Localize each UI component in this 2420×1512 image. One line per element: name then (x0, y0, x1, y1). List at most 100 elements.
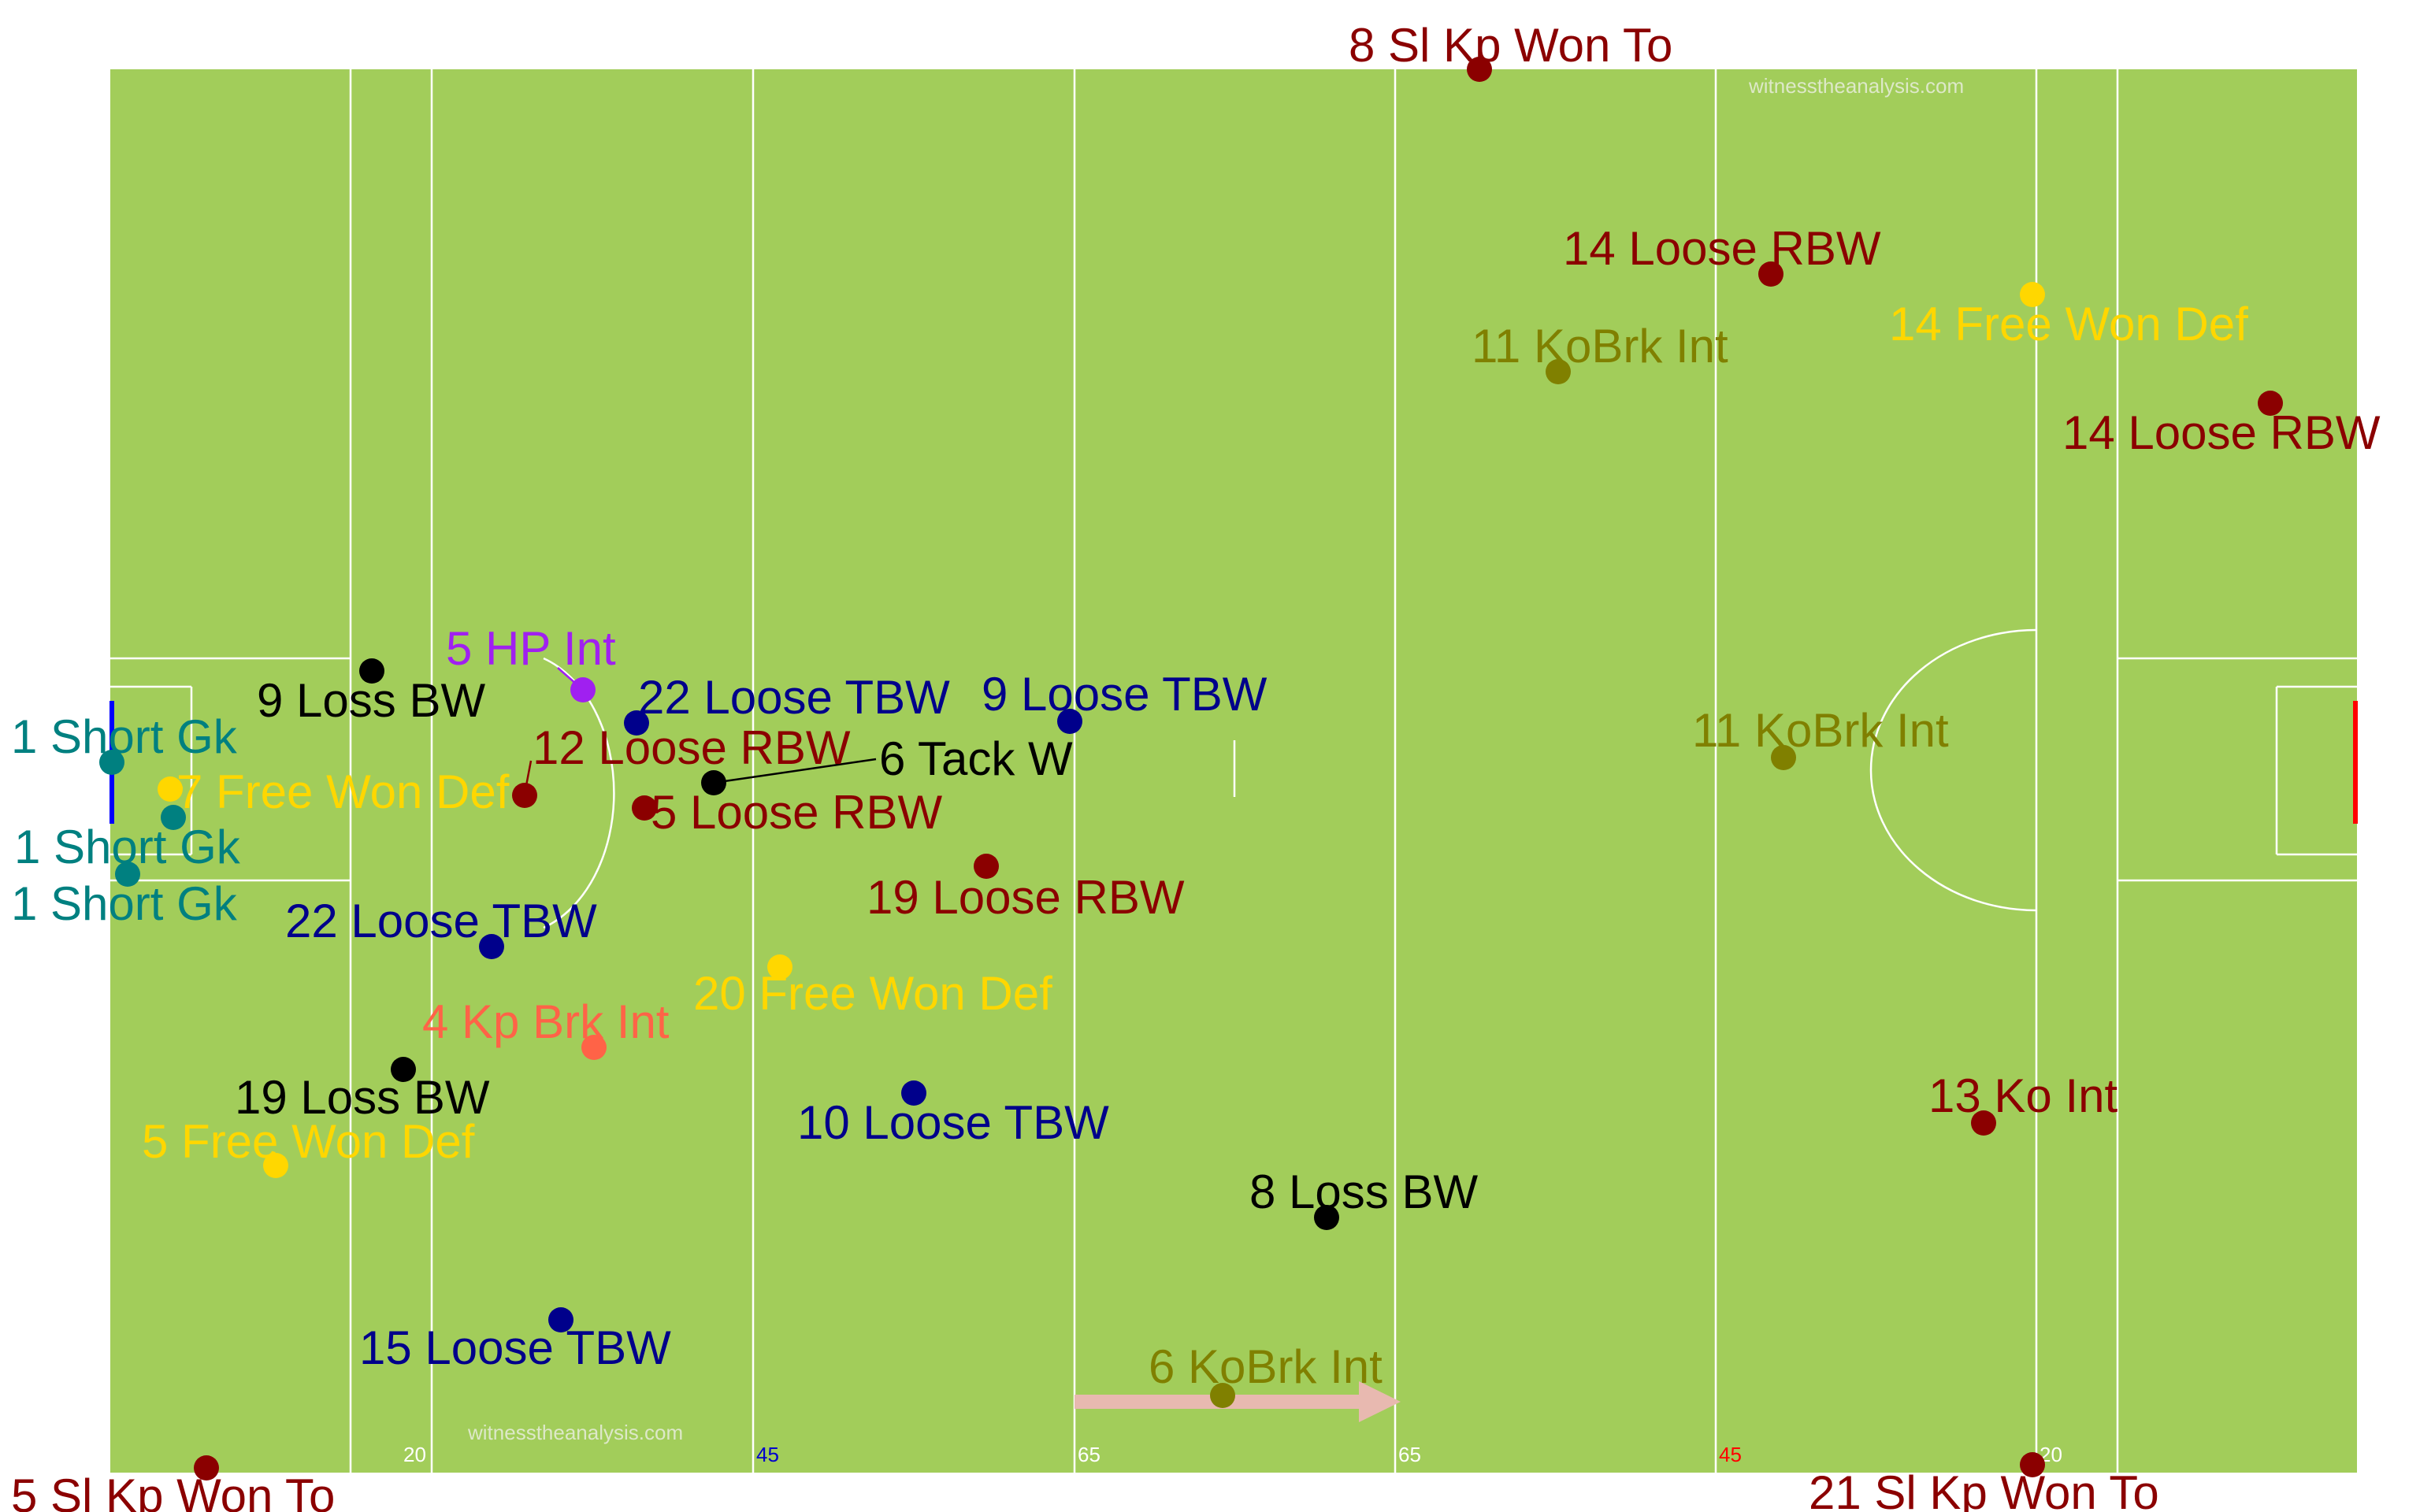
event-label: 20 Free Won Def (693, 967, 1052, 1020)
event-5-hp-int: 5 HP Int (446, 622, 616, 702)
event-point (1314, 1205, 1339, 1230)
event-5-free-won-def: 5 Free Won Def (142, 1115, 475, 1178)
event-label: 11 KoBrk Int (1472, 320, 1728, 372)
event-point (974, 854, 999, 879)
event-label: 5 Loose RBW (651, 786, 943, 839)
event-point (624, 710, 649, 736)
event-point (99, 750, 124, 775)
event-point (1758, 261, 1783, 287)
event-19-loose-rbw: 19 Loose RBW (867, 854, 1185, 924)
event-label: 8 Loss BW (1249, 1166, 1478, 1218)
line-label-65-right: 65 (1398, 1443, 1421, 1466)
event-9-loss-bw: 9 Loss BW (257, 658, 485, 727)
event-point (1546, 359, 1571, 384)
event-11-kobrk-int: 11 KoBrk Int (1472, 320, 1728, 384)
event-label: 5 Sl Kp Won To (11, 1469, 335, 1512)
event-6-kobrk-int: 6 KoBrk Int (1149, 1340, 1383, 1408)
connector-tack-w (713, 758, 877, 784)
event-point (901, 1080, 926, 1106)
event-label: 14 Loose RBW (1563, 222, 1881, 275)
event-label: 21 Sl Kp Won To (1809, 1466, 2159, 1512)
event-label: 13 Ko Int (1928, 1069, 2118, 1122)
event-point (115, 862, 140, 887)
event-label: 7 Free Won Def (176, 765, 510, 818)
event-label: 19 Loose RBW (867, 871, 1185, 924)
event-label: 11 KoBrk Int (1692, 704, 1949, 757)
event-point (1467, 57, 1492, 82)
event-21-sl-kp-won-to: 21 Sl Kp Won To (1809, 1452, 2159, 1512)
event-point (548, 1307, 573, 1332)
event-point (359, 658, 384, 684)
event-point (1210, 1383, 1235, 1408)
event-point (1057, 709, 1082, 734)
watermark-top: witnesstheanalysis.com (1748, 74, 1964, 98)
event-22-loose-tbw: 22 Loose TBW (624, 671, 950, 736)
pitch-markings (110, 69, 2357, 1473)
line-label-45-right: 45 (1719, 1443, 1742, 1466)
watermark-bottom: witnesstheanalysis.com (467, 1421, 683, 1444)
event-14-free-won-def: 14 Free Won Def (1889, 282, 2248, 350)
event-13-ko-int: 13 Ko Int (1928, 1069, 2118, 1136)
event-label: 8 Sl Kp Won To (1349, 19, 1672, 72)
event-point (161, 805, 186, 830)
event-label: 6 Tack W (879, 732, 1073, 785)
event-point (391, 1057, 416, 1082)
event-point (632, 795, 657, 821)
event-22-loose-tbw: 22 Loose TBW (285, 895, 597, 959)
event-point (581, 1035, 607, 1060)
event-label: 4 Kp Brk Int (422, 995, 670, 1048)
event-point (158, 776, 183, 802)
event-label: 14 Free Won Def (1889, 298, 2248, 350)
event-label: 9 Loose TBW (982, 668, 1268, 721)
event-point (2020, 282, 2045, 307)
event-10-loose-tbw: 10 Loose TBW (797, 1080, 1109, 1149)
event-point (2020, 1452, 2045, 1477)
event-label: 5 Free Won Def (142, 1115, 475, 1168)
event-12-loose-rbw: 12 Loose RBW (512, 721, 851, 808)
event-1-short-gk: 1 Short Gk (11, 862, 238, 930)
event-label: 12 Loose RBW (533, 721, 851, 774)
event-point (1971, 1110, 1996, 1136)
event-4-kp-brk-int: 4 Kp Brk Int (422, 995, 670, 1060)
event-7-free-won-def: 7 Free Won Def (158, 765, 510, 818)
event-label: 15 Loose TBW (359, 1321, 671, 1374)
event-point (767, 954, 792, 980)
event-9-loose-tbw: 9 Loose TBW (982, 668, 1268, 734)
event-label: 19 Loss BW (235, 1071, 490, 1124)
event-label: 1 Short Gk (11, 710, 238, 763)
event-point (512, 783, 537, 808)
event-point (1771, 745, 1796, 770)
event-point (570, 677, 596, 702)
event-point (701, 770, 726, 795)
event-label: 22 Loose TBW (285, 895, 597, 947)
event-19-loss-bw: 19 Loss BW (235, 1057, 490, 1124)
event-label: 9 Loss BW (257, 674, 485, 727)
event-8-sl-kp-won-to: 8 Sl Kp Won To (1349, 19, 1672, 82)
event-point (263, 1153, 288, 1178)
event-14-loose-rbw: 14 Loose RBW (1563, 222, 1881, 287)
line-labels: 20 45 65 65 45 20 (403, 1443, 2062, 1466)
event-15-loose-tbw: 15 Loose TBW (359, 1307, 671, 1374)
line-label-20-left: 20 (403, 1443, 426, 1466)
d-arc-right (1869, 628, 2037, 912)
event-label: 14 Loose RBW (2062, 406, 2381, 459)
event-point (194, 1455, 219, 1480)
event-20-free-won-def: 20 Free Won Def (693, 954, 1052, 1020)
event-1-short-gk: 1 Short Gk (11, 710, 238, 775)
event-label: 1 Short Gk (11, 877, 238, 930)
event-label: 10 Loose TBW (797, 1096, 1109, 1149)
event-5-loose-rbw: 5 Loose RBW (632, 786, 943, 839)
event-label: 6 KoBrk Int (1149, 1340, 1383, 1393)
event-8-loss-bw: 8 Loss BW (1249, 1166, 1478, 1230)
line-label-65-left: 65 (1078, 1443, 1101, 1466)
line-label-45-left: 45 (756, 1443, 779, 1466)
event-11-kobrk-int: 11 KoBrk Int (1692, 704, 1949, 770)
event-14-loose-rbw: 14 Loose RBW (2062, 391, 2381, 459)
event-label: 22 Loose TBW (638, 671, 950, 724)
event-label: 5 HP Int (446, 622, 616, 675)
event-point (2258, 391, 2283, 416)
event-point (479, 934, 504, 959)
event-6-tack-w: 6 Tack W (701, 732, 1073, 795)
